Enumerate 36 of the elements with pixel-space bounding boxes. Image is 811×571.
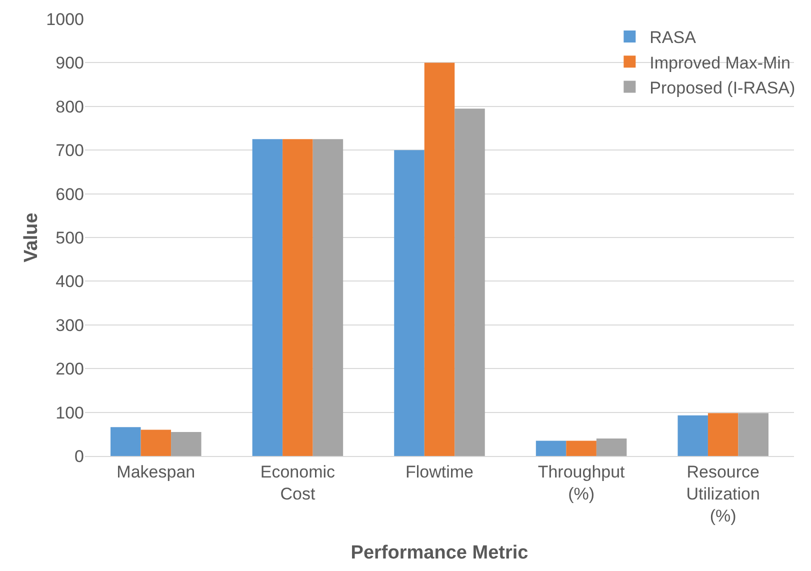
y-tick-label: 400 [56,272,84,292]
y-tick-label: 500 [56,228,84,248]
bar [678,415,708,456]
y-axis-title: Value [21,212,42,262]
x-tick-label: Resource Utilization (%) [686,462,760,526]
bar [171,432,202,456]
bar [282,139,313,456]
bar [252,139,283,456]
x-axis-title: Performance Metric [350,542,529,564]
bar [596,438,627,456]
bar [424,62,455,456]
bar [708,413,738,456]
legend-label: Improved Max-Min [650,53,790,72]
y-tick-label: 0 [74,446,84,466]
y-tick-label: 300 [56,316,84,335]
bar [566,440,596,456]
y-tick-label: 700 [56,141,84,160]
x-tick-label: Economic Cost [260,462,336,504]
bar [394,150,424,456]
legend-label: RASA [650,28,697,48]
x-tick-label: Makespan [116,462,196,482]
x-tick-label: Throughput (%) [538,462,626,504]
bar [738,413,768,456]
bar [110,427,141,456]
y-tick-label: 200 [56,360,84,379]
y-tick-label: 900 [56,54,84,73]
bar [312,139,344,456]
y-tick-label: 100 [56,403,84,422]
x-tick-label: Flowtime [405,462,474,482]
bar [536,440,566,456]
y-tick-label: 800 [56,97,84,116]
bar [140,430,172,456]
bar [454,108,485,456]
y-tick-label: 600 [56,184,84,204]
legend-label: Proposed (I-RASA) [650,78,796,98]
y-tick-label: 1000 [46,10,84,29]
